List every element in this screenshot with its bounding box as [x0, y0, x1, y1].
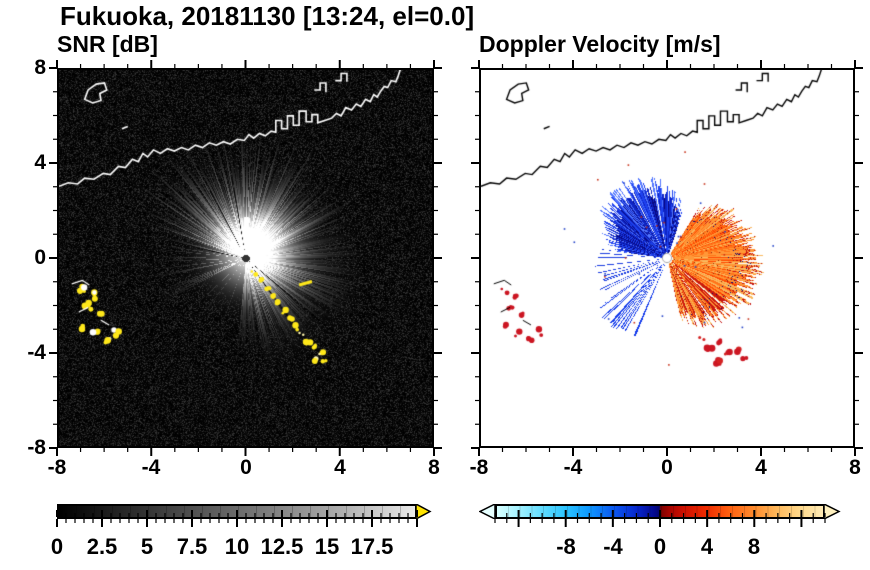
figure-title: Fukuoka, 20181130 [13:24, el=0.0]	[60, 1, 475, 31]
velocity-plot-canvas	[481, 70, 853, 446]
snr-plot-canvas	[59, 70, 432, 446]
x-tick-label: -8	[469, 456, 489, 479]
snr-colorbar-label: 2.5	[86, 534, 118, 559]
velocity-colorbar-label: 8	[747, 534, 761, 559]
snr-colorbar-overflow-arrow	[416, 504, 432, 519]
velocity-colorbar	[495, 504, 825, 519]
snr-colorbar-label: 15	[314, 534, 340, 559]
velocity-colorbar-label: 4	[700, 534, 714, 559]
velocity-colorbar-label: 0	[653, 534, 667, 559]
snr-colorbar-label: 7.5	[176, 534, 208, 559]
snr-colorbar	[57, 504, 417, 519]
x-tick-label: 0	[661, 456, 673, 479]
y-tick-label: -4	[27, 341, 46, 364]
snr-colorbar-label: 12.5	[260, 534, 304, 559]
velocity-colorbar-underflow-arrow	[479, 504, 496, 519]
x-tick-label: -4	[141, 456, 161, 479]
underflow-arrow-shape	[479, 504, 496, 519]
x-tick-label: 8	[428, 456, 440, 479]
snr-panel-title: SNR [dB]	[57, 31, 158, 57]
snr-plot-frame	[57, 68, 434, 448]
y-tick-label: 8	[34, 56, 46, 79]
y-tick-label: 4	[34, 151, 46, 174]
y-tick-label: -8	[27, 436, 46, 459]
velocity-colorbar-label: -8	[556, 534, 576, 559]
x-tick-label: -8	[47, 456, 67, 479]
snr-colorbar-label: 17.5	[350, 534, 394, 559]
overflow-arrow-shape	[824, 504, 841, 519]
x-tick-label: -4	[563, 456, 583, 479]
snr-colorbar-label: 5	[140, 534, 154, 559]
snr-colorbar-label: 0	[50, 534, 64, 559]
velocity-panel-title: Doppler Velocity [m/s]	[479, 31, 721, 57]
y-tick-label: 0	[34, 246, 46, 269]
x-tick-label: 0	[240, 456, 252, 479]
x-tick-label: 4	[334, 456, 346, 479]
snr-colorbar-label: 10	[224, 534, 250, 559]
x-tick-label: 4	[755, 456, 767, 479]
velocity-colorbar-overflow-arrow	[824, 504, 841, 519]
x-tick-label: 8	[849, 456, 861, 479]
velocity-colorbar-label: -4	[603, 534, 623, 559]
overflow-arrow-shape	[416, 504, 432, 519]
velocity-plot-frame	[479, 68, 855, 448]
